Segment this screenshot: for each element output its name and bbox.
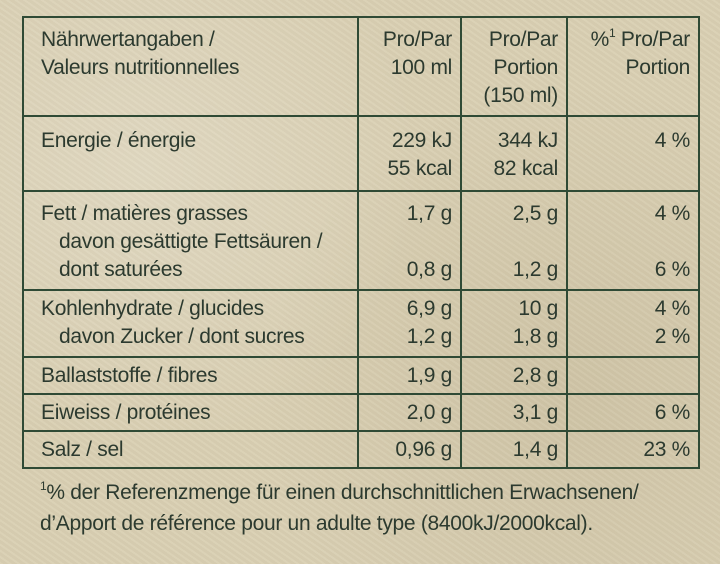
header-per100-cell: Pro/Par 100 ml xyxy=(357,16,462,117)
row-fat-label: Fett / matières grasses xyxy=(41,202,248,225)
row-protein-per100: 2,0 g xyxy=(406,401,453,424)
footnote-marker: 1 xyxy=(40,479,47,493)
row-salt-per100: 0,96 g xyxy=(395,438,452,461)
row-fat-portion-spacer xyxy=(462,228,558,256)
row-carb-portion-cell: 10 g 1,8 g xyxy=(460,289,568,358)
row-fat-portion-cell: 2,5 g 1,2 g xyxy=(460,190,568,291)
header-percent-cell: %1 Pro/Par Portion xyxy=(566,16,700,117)
row-salt-per100-cell: 0,96 g xyxy=(357,430,462,469)
row-energy: Energie / énergie 229 kJ 55 kcal 344 kJ … xyxy=(22,115,700,192)
row-fat: Fett / matières grasses davon gesättigte… xyxy=(22,190,700,291)
row-saturated-label-line2: dont saturées xyxy=(59,258,183,281)
header-percent-line1: %1 Pro/Par xyxy=(568,26,691,54)
nutrition-table: Nährwertangaben / Valeurs nutritionnelle… xyxy=(22,16,700,469)
row-saturated-per100: 0,8 g xyxy=(406,258,453,281)
row-fibre-portion: 2,8 g xyxy=(512,364,559,387)
row-energy-portion-kcal: 82 kcal xyxy=(493,157,559,180)
row-fibre-percent-cell xyxy=(566,356,700,395)
footnote: 1% der Referenzmenge für einen durchschn… xyxy=(40,477,639,539)
row-salt-portion-cell: 1,4 g xyxy=(460,430,568,469)
header-portion-line1: Pro/Par xyxy=(488,28,558,51)
row-energy-label-cell: Energie / énergie xyxy=(22,115,359,192)
header-per100-line1: Pro/Par xyxy=(382,28,452,51)
row-carb-per100-cell: 6,9 g 1,2 g xyxy=(357,289,462,358)
row-fibre-portion-cell: 2,8 g xyxy=(460,356,568,395)
row-energy-portion-cell: 344 kJ 82 kcal xyxy=(460,115,568,192)
nutrition-table-panel: Nährwertangaben / Valeurs nutritionnelle… xyxy=(22,16,700,469)
row-sugar-label: davon Zucker / dont sucres xyxy=(59,325,305,348)
row-carbohydrates: Kohlenhydrate / glucides davon Zucker / … xyxy=(22,289,700,358)
footnote-line2: d’Apport de référence pour un adulte typ… xyxy=(40,512,593,535)
row-fibre-per100: 1,9 g xyxy=(406,364,453,387)
row-energy-per100-cell: 229 kJ 55 kcal xyxy=(357,115,462,192)
row-energy-percent: 4 % xyxy=(654,129,691,152)
row-protein-per100-cell: 2,0 g xyxy=(357,393,462,432)
row-protein: Eiweiss / protéines 2,0 g 3,1 g 6 % xyxy=(22,393,700,432)
row-energy-percent-cell: 4 % xyxy=(566,115,700,192)
row-salt-label-cell: Salz / sel xyxy=(22,430,359,469)
row-fat-percent-cell: 4 % 6 % xyxy=(566,190,700,291)
row-protein-label: Eiweiss / protéines xyxy=(41,401,211,424)
row-fibre: Ballaststoffe / fibres 1,9 g 2,8 g xyxy=(22,356,700,395)
header-portion-cell: Pro/Par Portion (150 ml) xyxy=(460,16,568,117)
header-percent-line2: Portion xyxy=(625,56,691,79)
row-salt-label: Salz / sel xyxy=(41,438,124,461)
row-fat-per100: 1,7 g xyxy=(406,202,453,225)
row-sugar-per100: 1,2 g xyxy=(406,325,453,348)
row-protein-label-cell: Eiweiss / protéines xyxy=(22,393,359,432)
row-salt-portion: 1,4 g xyxy=(512,438,559,461)
row-fibre-label: Ballaststoffe / fibres xyxy=(41,364,218,387)
row-sugar-percent: 2 % xyxy=(654,325,691,348)
header-nutrient-de: Nährwertangaben / xyxy=(41,28,215,51)
header-percent-sign: % xyxy=(590,28,610,51)
row-carb-percent: 4 % xyxy=(654,297,691,320)
row-fibre-percent xyxy=(568,362,690,390)
row-sugar-portion: 1,8 g xyxy=(512,325,559,348)
header-row: Nährwertangaben / Valeurs nutritionnelle… xyxy=(22,16,700,117)
header-percent-rest: Pro/Par xyxy=(615,28,690,51)
row-salt-percent: 23 % xyxy=(643,438,690,461)
row-carb-per100: 6,9 g xyxy=(406,297,453,320)
row-protein-portion-cell: 3,1 g xyxy=(460,393,568,432)
row-fibre-per100-cell: 1,9 g xyxy=(357,356,462,395)
header-per100-line2: 100 ml xyxy=(390,56,453,79)
row-carb-label-cell: Kohlenhydrate / glucides davon Zucker / … xyxy=(22,289,359,358)
row-fat-percent: 4 % xyxy=(654,202,691,225)
row-energy-label: Energie / énergie xyxy=(41,129,196,152)
header-nutrient-fr: Valeurs nutritionnelles xyxy=(41,56,240,79)
footnote-line1: 1% der Referenzmenge für einen durchschn… xyxy=(40,477,639,508)
row-fat-per100-cell: 1,7 g 0,8 g xyxy=(357,190,462,291)
row-protein-percent: 6 % xyxy=(654,401,691,424)
row-fibre-label-cell: Ballaststoffe / fibres xyxy=(22,356,359,395)
row-carb-label: Kohlenhydrate / glucides xyxy=(41,297,264,320)
row-carb-percent-cell: 4 % 2 % xyxy=(566,289,700,358)
row-carb-portion: 10 g xyxy=(518,297,558,320)
row-fat-label-cell: Fett / matières grasses davon gesättigte… xyxy=(22,190,359,291)
row-saturated-portion: 1,2 g xyxy=(512,258,559,281)
row-salt-percent-cell: 23 % xyxy=(566,430,700,469)
header-portion-line3: (150 ml) xyxy=(483,84,558,107)
row-protein-portion: 3,1 g xyxy=(512,401,559,424)
row-fat-per100-spacer xyxy=(359,228,452,256)
row-energy-portion-kj: 344 kJ xyxy=(497,129,558,152)
row-salt: Salz / sel 0,96 g 1,4 g 23 % xyxy=(22,430,700,469)
header-portion-line2: Portion xyxy=(493,56,559,79)
row-saturated-label-line1: davon gesättigte Fettsäuren / xyxy=(59,230,323,253)
row-energy-per100-kj: 229 kJ xyxy=(391,129,452,152)
header-nutrient-cell: Nährwertangaben / Valeurs nutritionnelle… xyxy=(22,16,359,117)
row-saturated-percent: 6 % xyxy=(654,258,691,281)
row-protein-percent-cell: 6 % xyxy=(566,393,700,432)
footnote-text-de: % der Referenzmenge für einen durchschni… xyxy=(46,481,639,504)
row-fat-percent-spacer xyxy=(568,228,690,256)
row-energy-per100-kcal: 55 kcal xyxy=(387,157,453,180)
header-footnote-marker: 1 xyxy=(608,26,616,40)
row-fat-portion: 2,5 g xyxy=(512,202,559,225)
